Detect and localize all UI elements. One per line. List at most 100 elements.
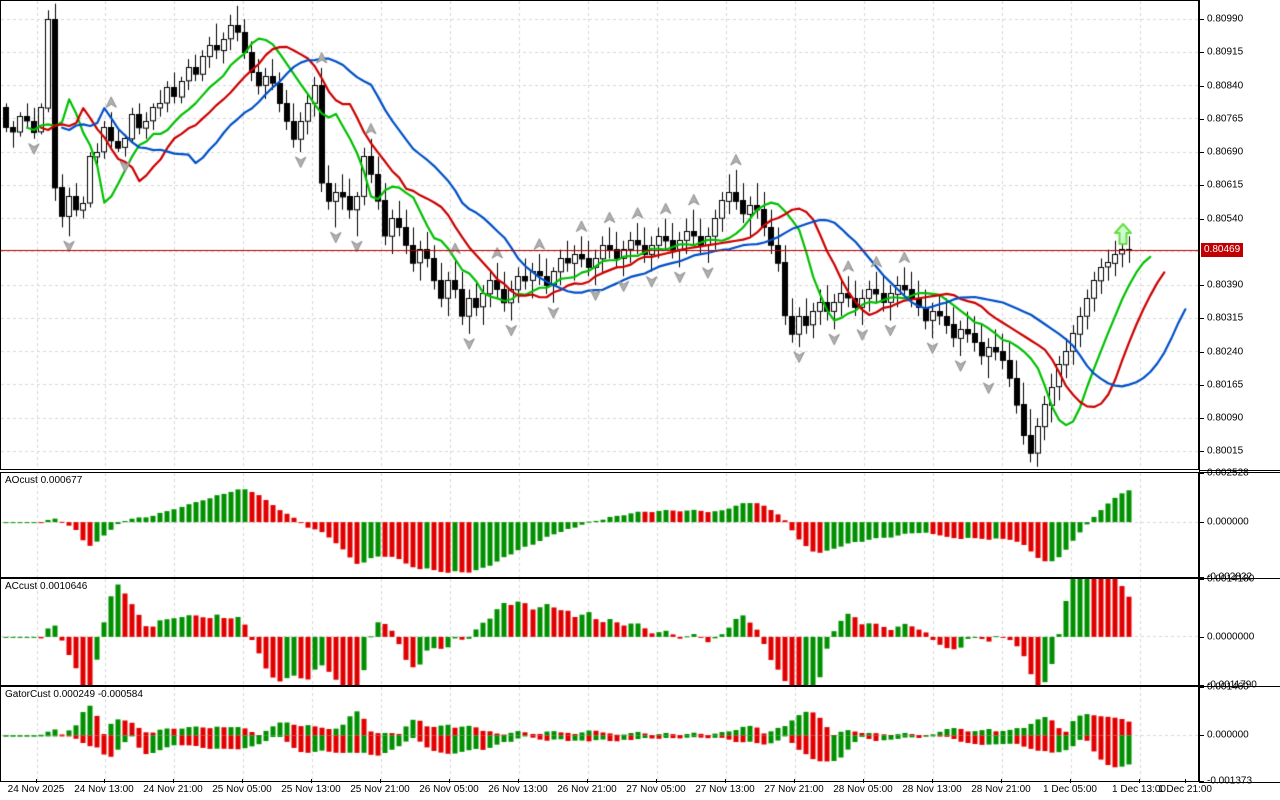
time-axis-label: 28 Nov 13:00 — [902, 784, 962, 795]
price-canvas — [1, 1, 1198, 469]
axis-tick — [1199, 685, 1204, 686]
axis-tick-label: 0.80165 — [1207, 379, 1244, 391]
time-axis-label: 1 Dec 13:00 — [1112, 784, 1166, 795]
time-axis-label: 28 Nov 05:00 — [833, 784, 893, 795]
time-axis-tick — [449, 779, 450, 783]
price-axis-line — [1199, 0, 1200, 782]
axis-tick — [1199, 579, 1204, 580]
axis-tick-label: 0.80015 — [1207, 445, 1244, 457]
time-axis-tick — [1139, 779, 1140, 783]
axis-tick — [1199, 522, 1204, 523]
axis-tick-label: 0.80090 — [1207, 412, 1244, 424]
axis-tick-label: 0.002528 — [1207, 467, 1249, 479]
axis-tick-label: -0.001373 — [1207, 775, 1253, 787]
time-axis-label: 25 Nov 13:00 — [281, 784, 341, 795]
gator-axis: 0.001460 0.000000 -0.001373 — [1199, 682, 1280, 787]
time-axis-label: 26 Nov 05:00 — [419, 784, 479, 795]
time-axis-tick — [932, 779, 933, 783]
axis-tick — [1199, 152, 1204, 153]
axis-tick-label: 0.80990 — [1207, 13, 1244, 25]
time-axis-tick — [36, 779, 37, 783]
gator-indicator-panel[interactable]: GatorCust 0.000249 -0.000584 — [0, 686, 1199, 782]
axis-separator — [1199, 472, 1280, 473]
time-axis-tick — [1185, 779, 1186, 783]
axis-tick — [1199, 285, 1204, 286]
time-axis-label: 28 Nov 21:00 — [971, 784, 1031, 795]
axis-tick — [1199, 418, 1204, 419]
axis-tick — [1199, 185, 1204, 186]
time-axis-label: 27 Nov 21:00 — [764, 784, 824, 795]
current-price-tag: 0.80469 — [1201, 243, 1244, 258]
time-axis-label: 26 Nov 21:00 — [557, 784, 617, 795]
ac-panel-title: ACcust 0.0010646 — [5, 581, 88, 592]
axis-separator — [1199, 782, 1280, 783]
time-axis-tick — [863, 779, 864, 783]
axis-tick — [1199, 385, 1204, 386]
axis-tick-label: 0.80765 — [1207, 113, 1244, 125]
time-axis-tick — [173, 779, 174, 783]
axis-tick — [1199, 735, 1204, 736]
time-axis-tick — [104, 779, 105, 783]
time-axis-label: 24 Nov 21:00 — [143, 784, 203, 795]
axis-tick — [1199, 52, 1204, 53]
axis-tick — [1199, 687, 1204, 688]
gator-canvas — [1, 687, 1198, 781]
axis-tick — [1199, 352, 1204, 353]
price-axis[interactable]: 0.80990 0.80915 0.80840 0.80765 0.80690 0.806… — [1199, 0, 1280, 470]
time-axis-tick — [1001, 779, 1002, 783]
ao-canvas — [1, 473, 1198, 577]
price-chart-panel[interactable] — [0, 0, 1199, 470]
ao-indicator-panel[interactable]: AOcust 0.000677 — [0, 472, 1199, 578]
axis-tick-label: 0.001460 — [1207, 681, 1249, 693]
axis-tick — [1199, 781, 1204, 782]
ao-panel-title: AOcust 0.000677 — [5, 475, 83, 486]
time-axis-tick — [380, 779, 381, 783]
time-axis-label: 24 Nov 2025 — [7, 784, 65, 795]
ac-indicator-panel[interactable]: ACcust 0.0010646 — [0, 578, 1199, 686]
axis-tick — [1199, 219, 1204, 220]
time-axis-label: 25 Nov 21:00 — [350, 784, 410, 795]
time-axis-tick — [725, 779, 726, 783]
axis-tick — [1199, 86, 1204, 87]
time-axis-tick — [656, 779, 657, 783]
time-axis-tick — [794, 779, 795, 783]
axis-tick — [1199, 318, 1204, 319]
time-axis-tick — [587, 779, 588, 783]
time-axis-label: 26 Nov 13:00 — [488, 784, 548, 795]
axis-tick-label: 0.0000000 — [1207, 631, 1255, 643]
gator-panel-title: GatorCust 0.000249 -0.000584 — [5, 689, 143, 700]
axis-tick-label: 0.80840 — [1207, 80, 1244, 92]
axis-tick — [1199, 451, 1204, 452]
axis-tick-label: 0.80915 — [1207, 46, 1244, 58]
axis-tick-label: 0.000000 — [1207, 516, 1249, 528]
axis-tick-label: 0.0014180 — [1207, 573, 1255, 585]
axis-tick — [1199, 637, 1204, 638]
axis-separator — [1199, 578, 1280, 579]
time-axis[interactable]: 24 Nov 2025 24 Nov 13:00 24 Nov 21:00 25 No… — [0, 779, 1212, 800]
time-axis-label: 25 Nov 05:00 — [212, 784, 272, 795]
ao-axis: 0.002528 0.000000 -0.002822 — [1199, 468, 1280, 583]
axis-separator — [1199, 470, 1280, 471]
time-axis-label: 1 Dec 05:00 — [1043, 784, 1097, 795]
axis-tick-label: 0.80315 — [1207, 312, 1244, 324]
axis-tick-label: 0.80540 — [1207, 213, 1244, 225]
time-axis-label: 27 Nov 05:00 — [626, 784, 686, 795]
time-axis-label: 27 Nov 13:00 — [695, 784, 755, 795]
time-axis-tick — [518, 779, 519, 783]
ac-canvas — [1, 579, 1198, 685]
axis-tick-label: -0.0011790 — [1207, 679, 1257, 691]
axis-tick-label: 0.000000 — [1207, 729, 1249, 741]
axis-tick-label: 0.80615 — [1207, 179, 1244, 191]
ac-axis: 0.0014180 0.0000000 -0.0011790 — [1199, 574, 1280, 691]
time-axis-label: 1 Dec 21:00 — [1158, 784, 1212, 795]
axis-tick — [1199, 577, 1204, 578]
axis-tick — [1199, 473, 1204, 474]
axis-tick-label: 0.80240 — [1207, 346, 1244, 358]
time-axis-tick — [311, 779, 312, 783]
axis-tick — [1199, 119, 1204, 120]
time-axis-label: 24 Nov 13:00 — [74, 784, 134, 795]
time-axis-tick — [1070, 779, 1071, 783]
time-axis-tick — [242, 779, 243, 783]
axis-separator — [1199, 686, 1280, 687]
